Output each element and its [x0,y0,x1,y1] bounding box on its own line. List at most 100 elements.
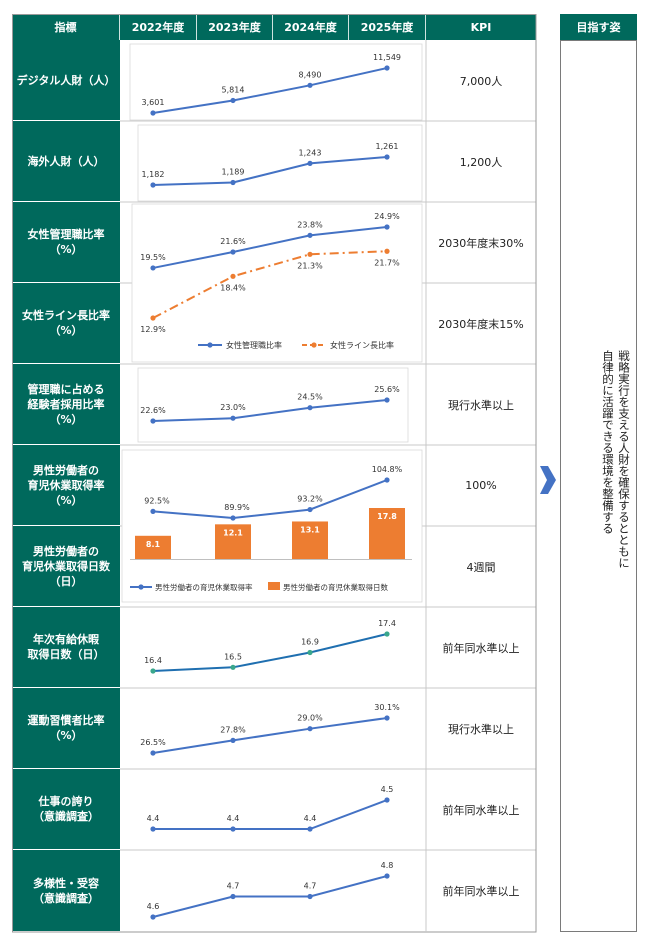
experienced-hire-line [152,399,388,422]
childcare-days-bar-label: 12.1 [223,528,243,537]
paid-leave-data-label: 16.9 [301,638,319,647]
kpi-exercise-habit-ratio: 現行水準以上 [448,722,514,736]
experienced-hire-point [307,405,313,411]
metric-male-childcare-leave-rate: 男性労働者の 育児休業取得率 （%） [12,445,120,526]
female-manager-point [307,232,313,238]
metric-paid-leave-days: 年次有給休暇 取得日数（日） [12,607,120,688]
work-pride-point [307,826,313,832]
childcare-days-bar [292,521,328,559]
metric-work-pride: 仕事の誇り （意識調査） [12,769,120,850]
female-manager-point [230,249,236,255]
paid-leave-data-label: 17.4 [378,619,396,628]
table-border [12,14,537,933]
childcare-rate-data-label: 89.9% [224,503,250,512]
metric-male-childcare-leave-days: 男性労働者の 育児休業取得日数 （日） [12,526,120,607]
kpi-experienced-hire-ratio: 現行水準以上 [448,398,514,412]
female-manager-line [152,226,388,269]
female-line-head-data-label: 21.3% [297,261,323,270]
digital-talent-data-label: 8,490 [299,70,322,79]
exercise-habit-data-label: 29.0% [297,714,323,723]
childcare-days-bar [135,535,171,559]
diversity-inclusion-line [152,875,388,918]
global-talent-point [150,182,156,188]
exercise-habit-data-label: 30.1% [374,703,400,712]
childcare-rate-point [230,515,236,521]
childcare-rate-data-label: 92.5% [144,496,170,505]
female-line-head-point [230,273,236,279]
header-metric: 指標 [12,14,120,40]
kpi-male-childcare-leave-rate: 100% [465,479,497,492]
childcare-rate-line [152,479,388,520]
metric-female-line-head-ratio: 女性ライン長比率 （%） [12,283,120,364]
metric-global-talent: 海外人財（人） [12,121,120,202]
exercise-habit-point [307,726,313,732]
legend-marker-childcare-rate [138,584,144,590]
global-talent-data-label: 1,243 [299,148,322,157]
female-line-head-point [150,315,156,321]
paid-leave-point [150,668,156,674]
global-talent-data-label: 1,261 [376,142,399,151]
childcare-rate-point [384,477,390,483]
exercise-habit-data-label: 27.8% [220,725,246,734]
chart-frame-global [137,124,423,202]
chevron-right-icon [540,466,556,494]
female-manager-data-label: 23.8% [297,220,323,229]
female-line-head-data-label: 21.7% [374,258,400,267]
female-line-head-point [384,248,390,254]
paid-leave-line [152,633,388,672]
global-talent-point [307,160,313,166]
childcare-rate-data-label: 104.8% [372,465,403,474]
digital-talent-data-label: 11,549 [373,53,401,62]
work-pride-data-label: 4.5 [381,785,394,794]
female-manager-point [384,224,390,230]
metric-exercise-habit-ratio: 運動習慣者比率 （%） [12,688,120,769]
goal-box [560,40,637,932]
work-pride-point [230,826,236,832]
digital-talent-point [384,65,390,71]
diversity-inclusion-point [150,914,156,920]
metric-digital-talent: デジタル人財（人） [12,40,120,121]
exercise-habit-point [384,715,390,721]
work-pride-data-label: 4.4 [304,814,317,823]
work-pride-data-label: 4.4 [227,814,240,823]
metric-diversity-inclusion: 多様性・受容 （意識調査） [12,850,120,932]
paid-leave-data-label: 16.4 [144,656,162,665]
kpi-work-pride: 前年同水準以上 [442,803,520,817]
global-talent-point [384,154,390,160]
childcare-days-bar [369,508,405,559]
female-line-head-data-label: 12.9% [140,325,166,334]
legend-label-childcare-days: 男性労働者の育児休業取得日数 [283,582,388,592]
childcare-rate-data-label: 93.2% [297,495,323,504]
paid-leave-data-label: 16.5 [224,652,242,661]
work-pride-point [384,797,390,803]
chart-frame-female [131,203,423,363]
header-year-2022: 2022年度 [120,14,197,40]
exercise-habit-point [150,750,156,756]
diversity-inclusion-point [307,893,313,900]
experienced-hire-point [384,397,390,403]
diversity-inclusion-data-label: 4.7 [304,882,317,891]
header-year-2024: 2024年度 [273,14,349,40]
experienced-hire-point [230,415,236,421]
kpi-global-talent: 1,200人 [459,155,503,169]
experienced-hire-data-label: 25.6% [374,385,400,394]
childcare-days-bar-label: 13.1 [300,525,320,534]
digital-talent-point [307,82,313,88]
female-manager-data-label: 21.6% [220,237,246,246]
diversity-inclusion-point [384,873,390,879]
legend-label-female-line-head: 女性ライン長比率 [330,340,394,350]
childcare-days-bar [215,524,251,559]
digital-talent-data-label: 3,601 [142,98,165,107]
chart-frame-digital [129,43,423,121]
childcare-rate-point [307,506,313,513]
legend-swatch-childcare-days [268,582,280,590]
digital-talent-point [230,97,236,104]
work-pride-line [153,799,388,830]
experienced-hire-data-label: 22.6% [140,406,166,415]
experienced-hire-data-label: 23.0% [220,403,246,412]
experienced-hire-data-label: 24.5% [297,393,323,402]
diversity-inclusion-data-label: 4.8 [381,861,394,870]
kpi-diversity-inclusion: 前年同水準以上 [442,885,520,898]
global-talent-data-label: 1,189 [222,168,245,177]
